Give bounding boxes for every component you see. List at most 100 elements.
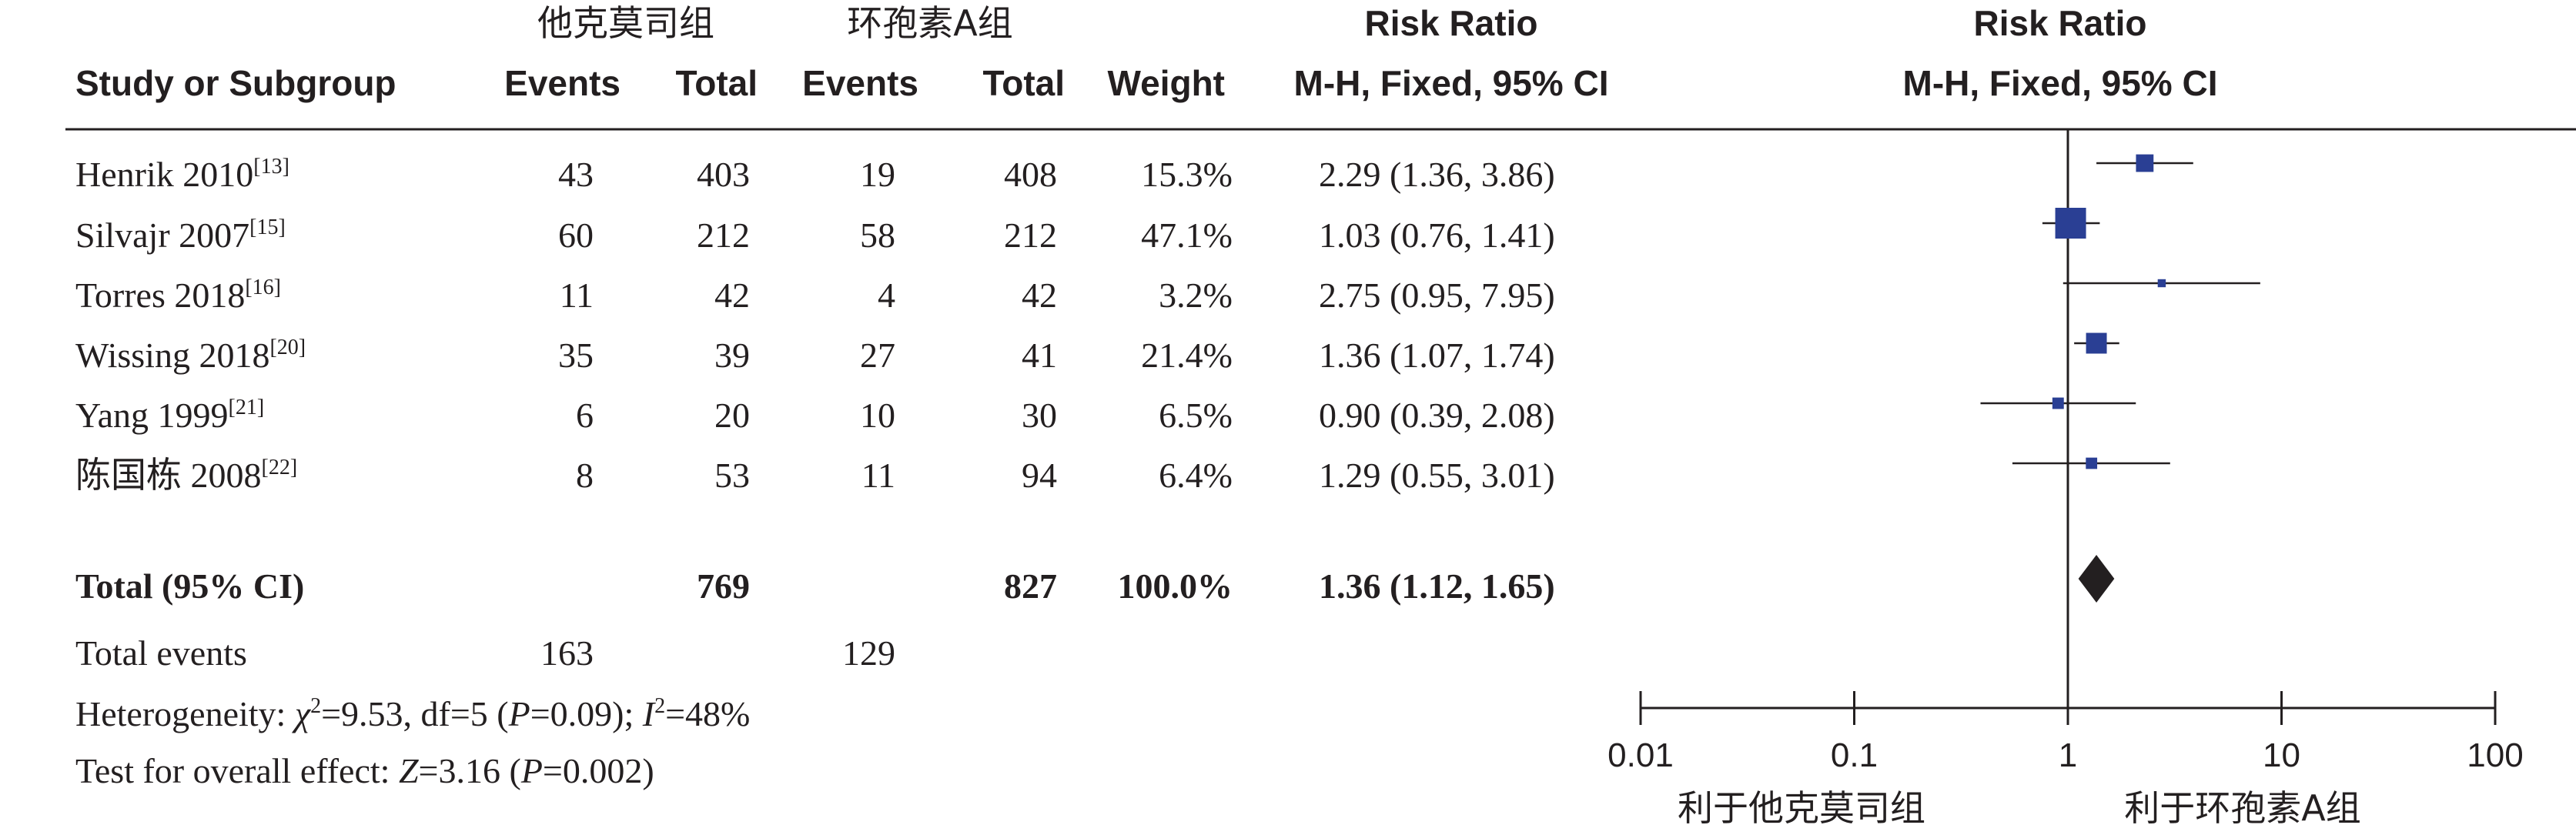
- study-ref: [20]: [269, 336, 306, 359]
- favours-left-label: 利于他克莫司组: [1678, 787, 1925, 829]
- study-name: Wissing 2018: [75, 336, 269, 375]
- risk-ratio-column-header: Risk Ratio: [1365, 3, 1538, 43]
- ci-cell: 1.03 (0.76, 1.41): [1319, 215, 1555, 255]
- total-events1: 163: [540, 633, 594, 673]
- plot-area: [1980, 129, 2260, 708]
- effect-marker: [2055, 208, 2086, 239]
- svg-text:Wissing 2018[20]: Wissing 2018[20]: [75, 336, 306, 375]
- events1-cell: 8: [576, 456, 594, 495]
- total-events2: 129: [842, 633, 895, 673]
- group2-header: 环孢素A组: [847, 2, 1012, 44]
- total2-cell: 30: [1022, 396, 1057, 435]
- total1-sum: 769: [697, 566, 750, 606]
- study-row: Silvajr 2007[15] 60 212 58 212 47.1% 1.0…: [75, 215, 1555, 255]
- total2-cell: 42: [1022, 276, 1057, 315]
- study-name: Yang 1999: [75, 396, 229, 435]
- events2-cell: 4: [878, 276, 895, 315]
- overall-effect-text: Test for overall effect: Z=3.16 (P=0.002…: [75, 751, 654, 790]
- x-tick-label: 0.1: [1831, 736, 1878, 774]
- x-tick-label: 10: [2263, 736, 2300, 774]
- weight-cell: 6.4%: [1159, 456, 1233, 495]
- total2-sum: 827: [1004, 566, 1057, 606]
- weight-column-header: Weight: [1108, 63, 1225, 103]
- x-tick-label: 100: [2467, 736, 2523, 774]
- total1-cell: 403: [697, 155, 750, 194]
- total-row: Total (95% CI) 769 827 100.0% 1.36 (1.12…: [75, 566, 1555, 606]
- total2-column-header: Total: [983, 63, 1065, 103]
- svg-text:Torres 2018[16]: Torres 2018[16]: [75, 276, 281, 315]
- total1-cell: 42: [714, 276, 750, 315]
- effect-marker: [2052, 397, 2064, 409]
- group1-header: 他克莫司组: [537, 2, 714, 44]
- events1-column-header: Events: [504, 63, 621, 103]
- total1-cell: 20: [714, 396, 750, 435]
- method-plot-header: M-H, Fixed, 95% CI: [1903, 63, 2218, 103]
- total2-cell: 94: [1022, 456, 1057, 495]
- total-weight: 100.0%: [1118, 566, 1233, 606]
- study-column-header: Study or Subgroup: [75, 63, 396, 103]
- effect-marker: [2136, 154, 2154, 172]
- total2-cell: 212: [1004, 215, 1057, 255]
- favours-right-label: 利于环孢素A组: [2124, 787, 2360, 829]
- ci-cell: 1.36 (1.07, 1.74): [1319, 336, 1555, 375]
- study-row: Henrik 2010[13] 43 403 19 408 15.3% 2.29…: [75, 155, 1555, 194]
- ci-cell: 0.90 (0.39, 2.08): [1319, 396, 1555, 435]
- total-events-label: Total events: [75, 633, 247, 673]
- study-ref: [15]: [249, 215, 286, 239]
- study-ref: [16]: [245, 276, 281, 299]
- study-name: Henrik 2010: [75, 155, 253, 194]
- heterogeneity-text: Heterogeneity: χ2=9.53, df=5 (P=0.09); I…: [75, 694, 750, 733]
- study-name: 陈国栋 2008: [75, 456, 262, 495]
- events2-cell: 10: [860, 396, 895, 435]
- study-row: 陈国栋 2008[22] 8 53 11 94 6.4% 1.29 (0.55,…: [75, 456, 1555, 495]
- events1-cell: 11: [560, 276, 594, 315]
- weight-cell: 15.3%: [1141, 155, 1233, 194]
- svg-text:Silvajr 2007[15]: Silvajr 2007[15]: [75, 215, 286, 255]
- x-tick-label: 0.01: [1607, 736, 1674, 774]
- study-row: Yang 1999[21] 6 20 10 30 6.5% 0.90 (0.39…: [75, 396, 1555, 435]
- total1-cell: 212: [697, 215, 750, 255]
- study-ref: [22]: [262, 456, 298, 479]
- ci-cell: 2.75 (0.95, 7.95): [1319, 276, 1555, 315]
- events1-cell: 43: [558, 155, 594, 194]
- svg-text:Henrik 2010[13]: Henrik 2010[13]: [75, 155, 289, 194]
- ci-cell: 1.29 (0.55, 3.01): [1319, 456, 1555, 495]
- x-tick-label: 1: [2059, 736, 2077, 774]
- events2-column-header: Events: [802, 63, 918, 103]
- effect-marker: [2157, 279, 2166, 288]
- weight-cell: 6.5%: [1159, 396, 1233, 435]
- total2-cell: 408: [1004, 155, 1057, 194]
- risk-ratio-plot-header: Risk Ratio: [1974, 3, 2147, 43]
- total-label: Total (95% CI): [75, 566, 304, 606]
- total1-column-header: Total: [676, 63, 758, 103]
- study-name: Torres 2018: [75, 276, 245, 315]
- events2-cell: 11: [861, 456, 895, 495]
- total2-cell: 41: [1022, 336, 1057, 375]
- events1-cell: 60: [558, 215, 594, 255]
- events2-cell: 58: [860, 215, 895, 255]
- svg-text:Yang 1999[21]: Yang 1999[21]: [75, 396, 264, 435]
- study-ref: [21]: [229, 396, 265, 419]
- svg-text:陈国栋 2008[22]: 陈国栋 2008[22]: [75, 456, 297, 495]
- events2-cell: 19: [860, 155, 895, 194]
- total1-cell: 39: [714, 336, 750, 375]
- events1-cell: 6: [576, 396, 594, 435]
- study-name: Silvajr 2007: [75, 215, 249, 255]
- events2-cell: 27: [860, 336, 895, 375]
- effect-marker: [2086, 332, 2107, 354]
- total1-cell: 53: [714, 456, 750, 495]
- events1-cell: 35: [558, 336, 594, 375]
- study-row: Torres 2018[16] 11 42 4 42 3.2% 2.75 (0.…: [75, 276, 1555, 315]
- ci-cell: 2.29 (1.36, 3.86): [1319, 155, 1555, 194]
- study-row: Wissing 2018[20] 35 39 27 41 21.4% 1.36 …: [75, 336, 1555, 375]
- effect-marker: [2086, 457, 2098, 469]
- total-ci: 1.36 (1.12, 1.65): [1319, 566, 1555, 606]
- weight-cell: 21.4%: [1141, 336, 1233, 375]
- method-column-header: M-H, Fixed, 95% CI: [1294, 63, 1609, 103]
- total-events-row: Total events 163 129: [75, 633, 895, 673]
- study-ref: [13]: [253, 155, 289, 179]
- weight-cell: 47.1%: [1141, 215, 1233, 255]
- weight-cell: 3.2%: [1159, 276, 1233, 315]
- x-axis: 0.01 0.1 1 10 100: [1607, 691, 2524, 774]
